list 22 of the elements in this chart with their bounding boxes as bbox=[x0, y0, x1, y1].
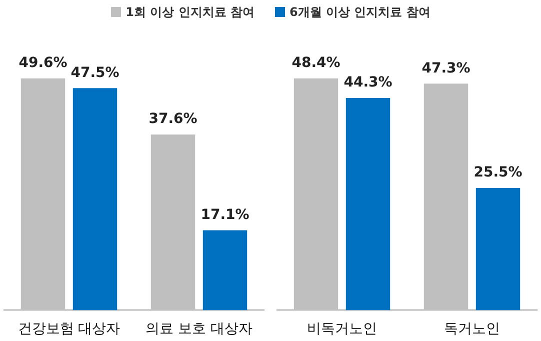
bar bbox=[20, 78, 66, 310]
x-tick-label: 건강보험 대상자 bbox=[18, 321, 120, 338]
x-tick-label: 의료 보호 대상자 bbox=[146, 321, 252, 338]
data-label: 44.3% bbox=[344, 74, 392, 91]
bar bbox=[150, 134, 196, 310]
x-tick-label: 독거노인 bbox=[444, 321, 500, 338]
data-label: 37.6% bbox=[148, 111, 198, 128]
legend-label: 1회 이상 인지치료 참여 bbox=[124, 5, 254, 19]
legend-label: 6개월 이상 인지치료 참여 bbox=[288, 5, 430, 19]
data-label: 47.5% bbox=[70, 64, 120, 81]
data-label: 47.3% bbox=[422, 60, 470, 76]
bar bbox=[346, 98, 390, 310]
bar bbox=[476, 188, 520, 310]
bar bbox=[424, 84, 468, 310]
x-tick-label: 비독거노인 bbox=[307, 321, 377, 338]
bar bbox=[202, 230, 248, 310]
bar bbox=[72, 88, 118, 310]
data-label: 48.4% bbox=[292, 55, 340, 72]
data-label: 17.1% bbox=[200, 206, 250, 223]
data-label: 25.5% bbox=[474, 164, 522, 181]
bar bbox=[294, 78, 338, 310]
data-label: 49.6% bbox=[18, 55, 68, 72]
